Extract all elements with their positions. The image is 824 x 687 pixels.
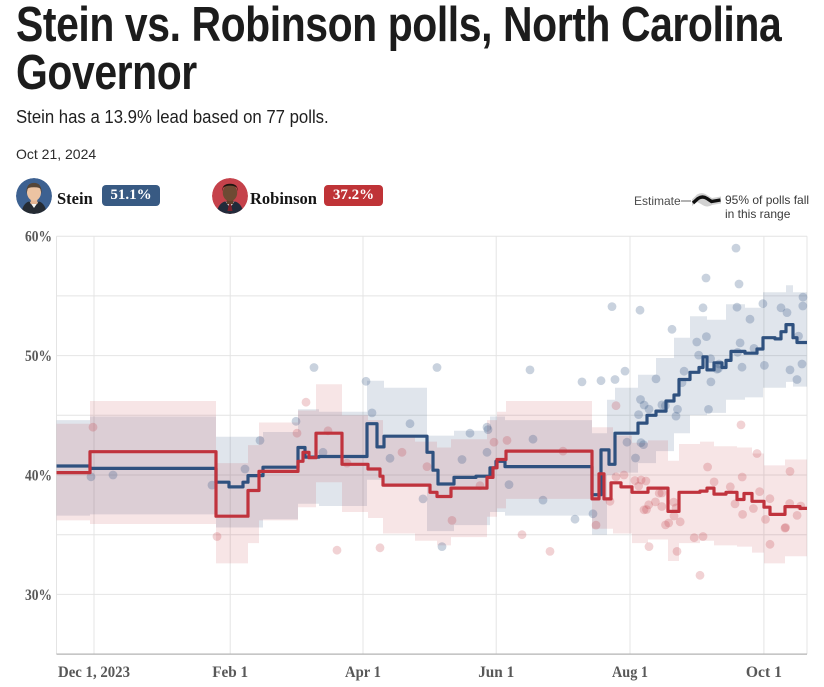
svg-text:Oct 1: Oct 1 [746,664,782,681]
svg-text:Apr 1: Apr 1 [345,664,381,681]
svg-text:Jun 1: Jun 1 [478,664,514,681]
svg-text:60%: 60% [25,229,52,246]
svg-text:Aug 1: Aug 1 [612,664,648,681]
svg-text:40%: 40% [25,468,52,485]
svg-text:Feb 1: Feb 1 [212,664,248,681]
svg-text:50%: 50% [25,348,52,365]
svg-text:Dec 1, 2023: Dec 1, 2023 [58,664,130,681]
svg-text:30%: 30% [25,587,52,604]
